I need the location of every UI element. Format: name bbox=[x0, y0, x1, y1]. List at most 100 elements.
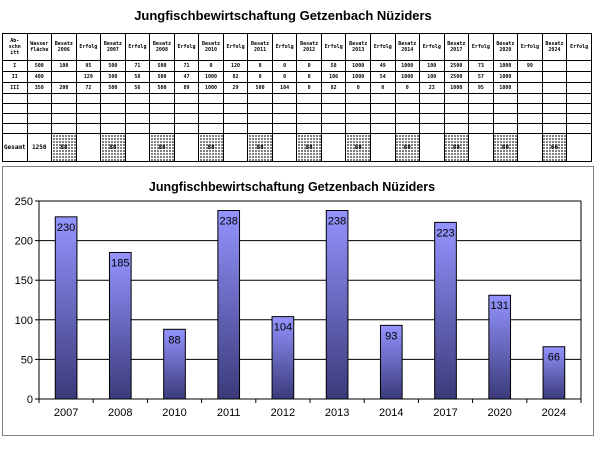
table-cell bbox=[541, 82, 568, 94]
table-sum-cell: 66 bbox=[541, 133, 568, 162]
table-header-cell: Erfolg bbox=[419, 33, 445, 61]
table-cell bbox=[26, 123, 53, 134]
table-cell: 100 bbox=[419, 60, 445, 72]
table-cell: II bbox=[2, 71, 28, 83]
table-cell: 100 bbox=[419, 71, 445, 83]
table-cell bbox=[100, 113, 126, 124]
table-cell: 0 bbox=[369, 82, 396, 94]
x-tick-label: 2010 bbox=[162, 407, 186, 419]
table-sum-row: Gesamt 1250 88 88 88 88 88 88 88 88 88 88 66 bbox=[2, 133, 592, 162]
table-cell bbox=[345, 113, 371, 124]
table-header-cell: Wasser fläche bbox=[26, 33, 53, 61]
table-sum-cell: 88 bbox=[149, 133, 175, 162]
data-label: 93 bbox=[385, 330, 397, 342]
table-header-cell: Besatz 2011 bbox=[247, 33, 273, 61]
table-cell bbox=[419, 93, 445, 104]
table-sum-cell bbox=[271, 133, 298, 162]
table-cell bbox=[320, 103, 347, 114]
table-sum-cell bbox=[517, 133, 543, 162]
table-cell bbox=[419, 113, 445, 124]
table-cell bbox=[198, 103, 224, 114]
table-cell bbox=[566, 93, 592, 104]
table-cell: 2500 bbox=[443, 60, 470, 72]
x-tick-label: 2011 bbox=[217, 407, 241, 419]
table-sum-cell bbox=[75, 133, 102, 162]
table-cell: 500 bbox=[149, 60, 175, 72]
table-cell: 500 bbox=[100, 82, 126, 94]
table-cell bbox=[320, 123, 347, 134]
table-cell: 0 bbox=[271, 60, 298, 72]
x-tick-label: 2020 bbox=[487, 407, 511, 419]
x-tick-label: 2012 bbox=[271, 407, 295, 419]
table-cell: 0 bbox=[198, 60, 224, 72]
table-cell bbox=[75, 113, 102, 124]
table-sum-cell: 88 bbox=[100, 133, 126, 162]
table-cell bbox=[222, 113, 249, 124]
table-cell bbox=[173, 93, 200, 104]
table-cell: 47 bbox=[173, 71, 200, 83]
table-cell: 100 bbox=[51, 60, 77, 72]
table-cell bbox=[468, 103, 494, 114]
bar-chart[interactable]: Jungfischbewirtschaftung Getzenbach Nüzi… bbox=[3, 167, 593, 435]
table-cell: 82 bbox=[320, 82, 347, 94]
table-cell: 0 bbox=[271, 71, 298, 83]
table-sum-cell bbox=[369, 133, 396, 162]
table-sum-cell bbox=[124, 133, 151, 162]
table-cell bbox=[345, 123, 371, 134]
table-sum-cell: 88 bbox=[345, 133, 371, 162]
table-header-cell: Erfolg bbox=[517, 33, 543, 61]
table-cell bbox=[124, 113, 151, 124]
table-cell bbox=[173, 123, 200, 134]
chart-frame[interactable]: Jungfischbewirtschaftung Getzenbach Nüzi… bbox=[2, 166, 594, 436]
table-cell: 104 bbox=[271, 82, 298, 94]
bar bbox=[434, 221, 457, 400]
table-cell bbox=[468, 93, 494, 104]
chart-title: Jungfischbewirtschaftung Getzenbach Nüzi… bbox=[149, 180, 435, 194]
table-cell bbox=[492, 93, 519, 104]
table-cell: 1000 bbox=[492, 82, 519, 94]
table-cell: 500 bbox=[100, 60, 126, 72]
y-axis: 0 50 100 150 200 250 bbox=[15, 196, 39, 406]
table-cell: 1000 bbox=[345, 60, 371, 72]
table-cell bbox=[443, 103, 470, 114]
table-cell: 56 bbox=[124, 82, 151, 94]
table-header-cell: Erfolg bbox=[124, 33, 151, 61]
table-sum-cell: 88 bbox=[443, 133, 470, 162]
table-row: III 350 200 72 500 56 500 89 1000 29 500 104 0 82 0 0 0 2… bbox=[2, 82, 592, 94]
table-header-cell: Erfolg bbox=[566, 33, 592, 61]
table-cell: 500 bbox=[100, 71, 126, 83]
table-cell bbox=[394, 103, 421, 114]
table-header-cell: Besatz 2012 bbox=[296, 33, 322, 61]
table-cell bbox=[271, 103, 298, 114]
data-label: 238 bbox=[328, 216, 346, 228]
x-tick-label: 2013 bbox=[325, 407, 349, 419]
table-cell bbox=[443, 123, 470, 134]
table-cell bbox=[198, 93, 224, 104]
table-row-empty bbox=[2, 123, 592, 134]
table-cell bbox=[198, 113, 224, 124]
table-header-cell: Besatz 2014 bbox=[394, 33, 421, 61]
table-cell: 58 bbox=[320, 60, 347, 72]
table-cell: 1000 bbox=[394, 71, 421, 83]
table-cell bbox=[541, 113, 568, 124]
table-cell: 129 bbox=[75, 71, 102, 83]
table-sum-label: Gesamt bbox=[2, 133, 28, 162]
table-cell bbox=[541, 123, 568, 134]
table-cell bbox=[149, 113, 175, 124]
table-cell bbox=[566, 71, 592, 83]
table-cell: 1000 bbox=[198, 71, 224, 83]
table-row: I 500 100 95 500 71 500 71 0 120 0 0 0 58 1000 49 1000 10… bbox=[2, 60, 592, 72]
x-tick-label: 2017 bbox=[433, 407, 457, 419]
table-cell bbox=[2, 103, 28, 114]
table-sum-cell: 88 bbox=[247, 133, 273, 162]
table-cell bbox=[26, 113, 53, 124]
table-header-cell: Erfolg bbox=[173, 33, 200, 61]
table-header-cell: Besatz 2017 bbox=[443, 33, 470, 61]
y-tick-label: 0 bbox=[27, 394, 33, 406]
table-cell bbox=[394, 93, 421, 104]
table-cell: 500 bbox=[247, 82, 273, 94]
table-header-cell: Erfolg bbox=[320, 33, 347, 61]
table-cell bbox=[198, 123, 224, 134]
table-cell bbox=[541, 103, 568, 114]
table-row-empty bbox=[2, 103, 592, 114]
